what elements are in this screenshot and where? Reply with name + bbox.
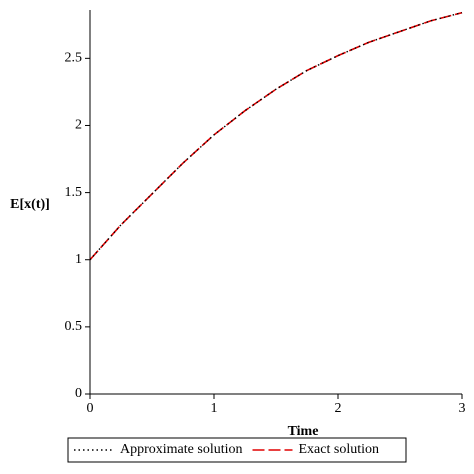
- y-tick-label: 2: [75, 118, 82, 133]
- x-tick-label: 1: [211, 401, 218, 416]
- y-tick-label: 0.5: [65, 319, 83, 334]
- x-tick-label: 2: [335, 401, 342, 416]
- legend-label: Exact solution: [299, 442, 380, 457]
- series-line: [89, 12, 463, 261]
- legend-box: [67, 437, 407, 463]
- legend-label: Approximate solution: [120, 442, 243, 457]
- y-tick-label: 1: [75, 252, 82, 267]
- y-axis-label: E[x(t)]: [10, 197, 50, 212]
- y-tick-label: 0: [75, 386, 82, 401]
- y-tick-label: 2.5: [65, 51, 83, 66]
- x-axis-label: Time: [288, 424, 319, 439]
- x-tick-label: 0: [87, 401, 94, 416]
- x-tick-label: 3: [459, 401, 466, 416]
- y-tick-label: 1.5: [65, 185, 83, 200]
- series-line: [89, 11, 463, 261]
